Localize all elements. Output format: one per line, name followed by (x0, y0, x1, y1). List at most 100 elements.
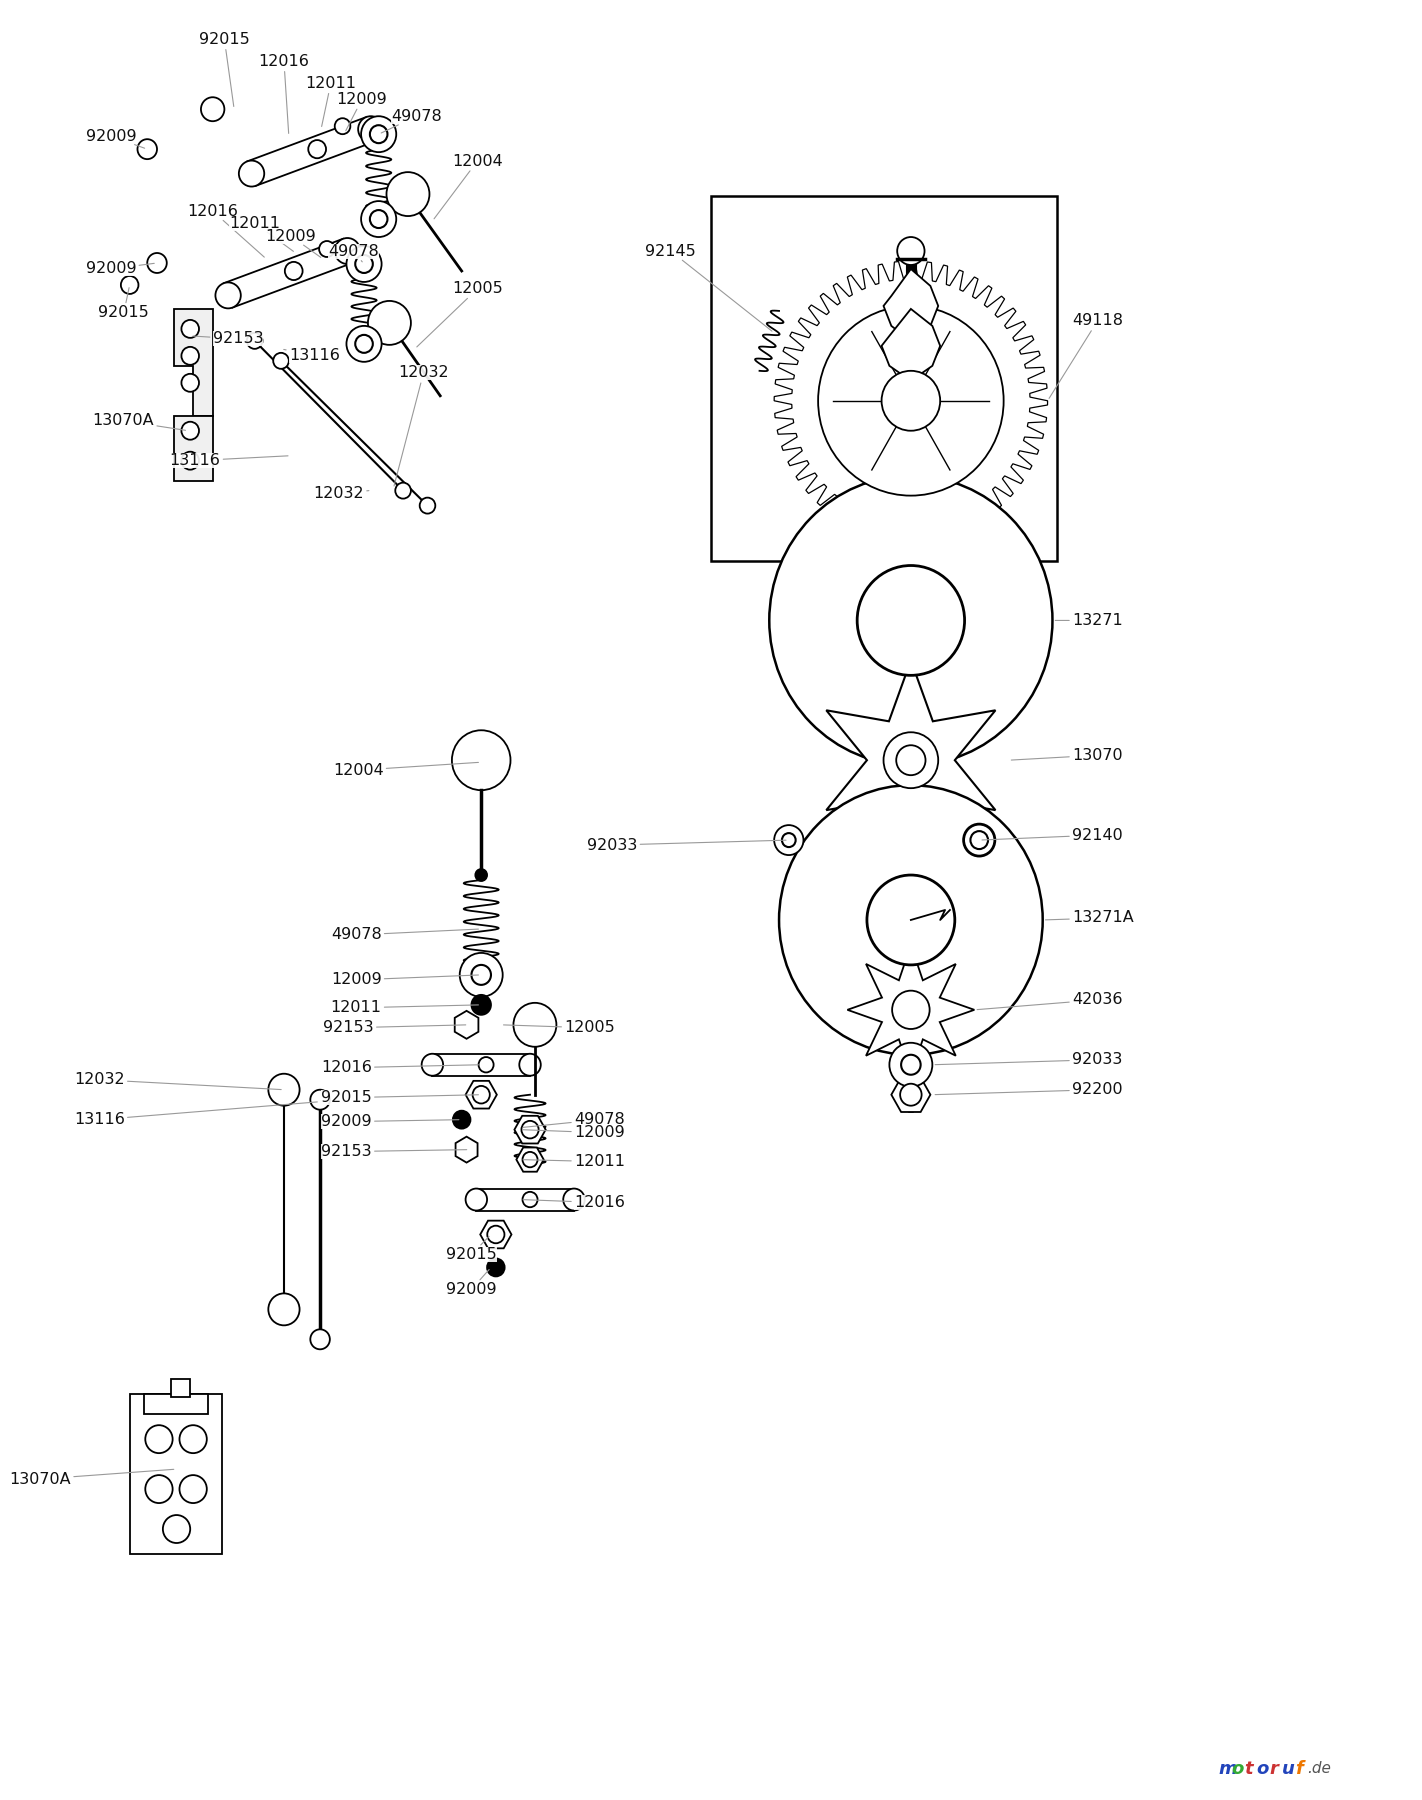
Circle shape (472, 995, 491, 1015)
Text: 13070A: 13070A (10, 1469, 173, 1487)
Polygon shape (129, 1395, 222, 1553)
Circle shape (475, 869, 488, 880)
Circle shape (395, 482, 411, 499)
Polygon shape (144, 1395, 208, 1415)
Circle shape (269, 1294, 300, 1325)
Polygon shape (455, 1136, 478, 1163)
Polygon shape (774, 261, 1048, 540)
Circle shape (779, 785, 1042, 1055)
Polygon shape (173, 310, 213, 416)
Text: 49118: 49118 (1049, 313, 1123, 398)
Circle shape (479, 1057, 493, 1073)
Circle shape (465, 1188, 488, 1211)
Circle shape (361, 202, 397, 238)
Text: 12011: 12011 (330, 1001, 478, 1015)
Text: 12016: 12016 (259, 54, 310, 133)
Polygon shape (432, 1053, 530, 1076)
Text: o: o (1231, 1760, 1244, 1778)
Text: 49078: 49078 (381, 108, 442, 133)
Circle shape (179, 1476, 206, 1503)
Text: 12016: 12016 (321, 1060, 478, 1075)
Circle shape (900, 1084, 921, 1105)
Circle shape (182, 374, 199, 392)
Polygon shape (882, 310, 940, 382)
Circle shape (164, 1516, 191, 1543)
Polygon shape (171, 1379, 191, 1397)
Text: 13116: 13116 (74, 1102, 317, 1127)
Text: 13116: 13116 (169, 454, 289, 468)
Circle shape (247, 333, 263, 349)
Circle shape (472, 1085, 489, 1103)
Circle shape (356, 256, 373, 274)
Text: 12009: 12009 (523, 1125, 624, 1139)
Text: 92009: 92009 (85, 128, 145, 148)
Circle shape (145, 1426, 172, 1453)
Circle shape (361, 117, 397, 153)
Text: 92153: 92153 (193, 331, 263, 346)
Text: 92015: 92015 (321, 1091, 478, 1105)
Text: 92200: 92200 (936, 1082, 1122, 1098)
Text: 12032: 12032 (313, 486, 368, 500)
Circle shape (857, 565, 964, 675)
Circle shape (459, 952, 503, 997)
Circle shape (334, 238, 360, 265)
Circle shape (563, 1188, 584, 1211)
Circle shape (182, 452, 199, 470)
Text: .de: .de (1307, 1760, 1331, 1777)
Text: 12009: 12009 (266, 229, 321, 257)
Circle shape (269, 1075, 300, 1105)
Text: 12009: 12009 (337, 92, 387, 131)
Circle shape (370, 211, 387, 229)
Circle shape (889, 1042, 933, 1087)
Circle shape (358, 117, 384, 142)
Circle shape (897, 238, 924, 265)
Circle shape (774, 824, 803, 855)
Text: 49078: 49078 (523, 1112, 624, 1127)
Polygon shape (516, 1147, 543, 1172)
Text: 13116: 13116 (284, 349, 340, 364)
Circle shape (970, 832, 988, 850)
Circle shape (522, 1121, 539, 1138)
Circle shape (522, 1152, 538, 1166)
Circle shape (182, 421, 199, 439)
Text: 92153: 92153 (323, 1021, 466, 1035)
Polygon shape (465, 1080, 496, 1109)
Circle shape (472, 965, 491, 985)
Circle shape (368, 301, 411, 346)
Text: 92015: 92015 (447, 1237, 496, 1262)
Circle shape (883, 733, 939, 788)
Circle shape (319, 241, 334, 257)
Text: 12032: 12032 (394, 365, 449, 486)
Circle shape (488, 1226, 505, 1244)
Circle shape (964, 824, 995, 857)
Text: 12011: 12011 (306, 76, 357, 126)
Circle shape (182, 347, 199, 365)
Circle shape (145, 1476, 172, 1503)
Circle shape (782, 833, 796, 848)
Circle shape (284, 261, 303, 281)
Circle shape (138, 139, 156, 158)
Text: 13070: 13070 (1011, 747, 1122, 763)
Polygon shape (223, 239, 351, 308)
Text: 12009: 12009 (331, 972, 478, 988)
Circle shape (334, 119, 350, 135)
Circle shape (882, 371, 940, 430)
Circle shape (513, 1003, 556, 1048)
Text: 12032: 12032 (74, 1073, 282, 1089)
Circle shape (452, 731, 510, 790)
Circle shape (179, 1426, 206, 1453)
Text: 49078: 49078 (328, 243, 378, 261)
Text: 12011: 12011 (523, 1154, 626, 1168)
Text: o: o (1257, 1760, 1268, 1778)
Circle shape (896, 745, 926, 776)
Polygon shape (826, 661, 995, 860)
Text: 92009: 92009 (321, 1114, 459, 1129)
Circle shape (182, 320, 199, 338)
Text: 92033: 92033 (587, 837, 786, 853)
Circle shape (488, 1258, 505, 1276)
Circle shape (519, 1053, 540, 1076)
Circle shape (370, 126, 387, 144)
Polygon shape (515, 1116, 546, 1143)
Polygon shape (892, 1078, 930, 1112)
Text: u: u (1283, 1760, 1295, 1778)
